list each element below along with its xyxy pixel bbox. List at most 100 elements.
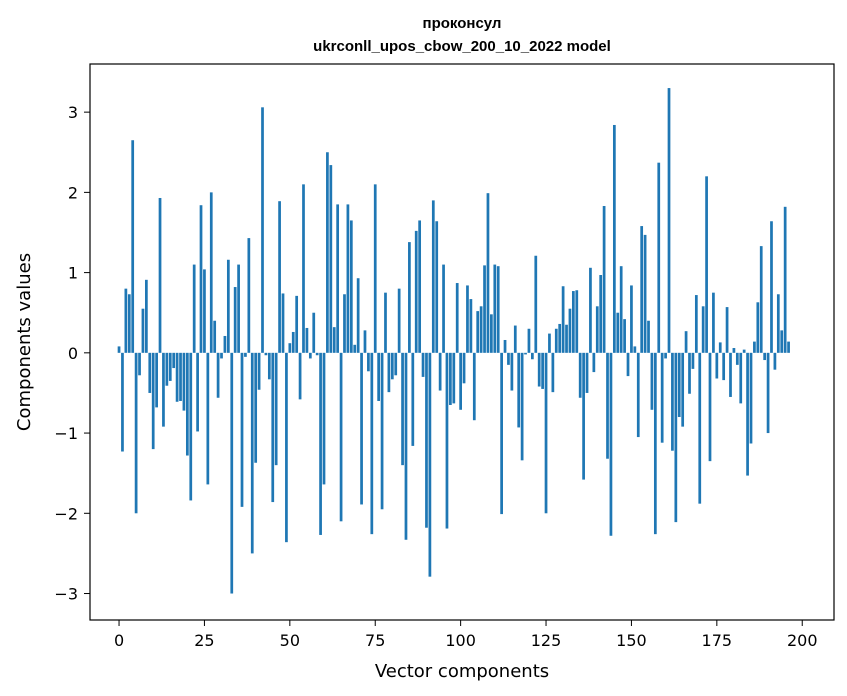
x-tick-label: 25 (194, 631, 214, 650)
bar (274, 352, 278, 466)
bar (537, 352, 541, 387)
bar (677, 352, 681, 418)
bar (380, 352, 384, 510)
bar (623, 319, 626, 353)
x-tick-label: 0 (114, 631, 124, 650)
bar (192, 264, 196, 353)
bar (513, 325, 517, 353)
bar (138, 352, 141, 376)
x-tick-label: 50 (280, 631, 300, 650)
bar (257, 352, 261, 390)
bar (438, 352, 442, 391)
bar (343, 294, 346, 353)
bar (626, 352, 630, 377)
plot-frame (89, 63, 835, 621)
bar (247, 238, 251, 353)
bar (168, 352, 172, 381)
bar (739, 352, 743, 404)
bar (606, 352, 609, 459)
bar (609, 352, 613, 536)
bar (531, 352, 534, 360)
bar (455, 283, 459, 353)
bar (667, 88, 671, 353)
bar (776, 294, 780, 353)
bar (575, 290, 579, 353)
bar (674, 352, 678, 523)
bar (356, 278, 360, 353)
bar (435, 221, 439, 353)
bar (377, 352, 381, 401)
bar (589, 267, 592, 353)
bar (565, 324, 568, 353)
bar (442, 264, 445, 353)
bar (322, 352, 326, 485)
bar (681, 352, 685, 427)
bar (339, 352, 343, 522)
bar (571, 291, 575, 353)
y-axis-label: Components values (14, 253, 35, 431)
bar (493, 264, 497, 353)
bar (264, 352, 268, 356)
bar (756, 302, 760, 353)
bar (701, 306, 705, 353)
bar (240, 352, 244, 507)
bar (172, 352, 176, 369)
bar (209, 192, 213, 353)
bar (308, 352, 312, 359)
y-axis: −3 −2 −1 0 1 2 3 (54, 103, 90, 604)
bar (735, 352, 739, 365)
bar (250, 352, 254, 554)
bar (360, 352, 363, 505)
bar (315, 352, 319, 356)
bar (226, 259, 230, 353)
bar (185, 352, 189, 456)
x-tick-label: 150 (616, 631, 647, 650)
bar (179, 352, 182, 401)
bar (503, 339, 507, 353)
bar (688, 352, 691, 394)
bar (469, 299, 473, 353)
bar (145, 279, 148, 353)
bar (390, 352, 394, 380)
bar (199, 205, 203, 353)
bar (619, 266, 623, 353)
bar (124, 288, 128, 353)
bar (223, 335, 227, 353)
bar (612, 124, 616, 353)
bar (496, 266, 500, 353)
bar (486, 193, 490, 353)
bar (452, 352, 456, 404)
bar (462, 352, 466, 384)
bar (134, 352, 138, 514)
x-axis: 0 25 50 75 100 125 150 175 200 (114, 620, 818, 650)
bar (466, 285, 469, 353)
bar (653, 352, 657, 535)
bar (288, 343, 292, 353)
bar (346, 204, 350, 353)
bar (165, 352, 169, 386)
bar (783, 206, 787, 353)
x-tick-label: 100 (445, 631, 476, 650)
bar (780, 330, 784, 353)
bar (384, 292, 387, 353)
bar (216, 352, 220, 398)
bar (479, 306, 483, 353)
bar (319, 352, 322, 535)
bar (411, 352, 415, 446)
bar (244, 352, 247, 357)
bar (749, 352, 753, 444)
bar (510, 352, 514, 391)
bar (708, 352, 712, 462)
bar (220, 352, 223, 359)
bar (643, 234, 647, 353)
bar (770, 221, 773, 353)
bar (558, 323, 562, 353)
bar (599, 275, 603, 353)
bar (336, 204, 340, 353)
y-tick-label: 1 (68, 264, 78, 283)
bar (534, 255, 538, 353)
bar (500, 352, 503, 515)
bar (585, 352, 589, 393)
bar (291, 331, 295, 353)
bar (595, 306, 599, 353)
